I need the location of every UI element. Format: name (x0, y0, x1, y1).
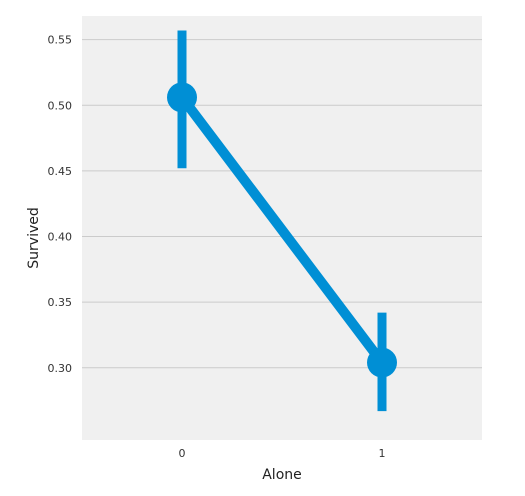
y-axis-label: Survived (26, 207, 42, 268)
y-tick-label: 0.35 (48, 296, 73, 309)
data-point (167, 82, 197, 113)
y-tick-label: 0.45 (48, 165, 73, 178)
y-tick-labels: 0.30 0.35 0.40 0.45 0.50 0.55 (48, 34, 73, 375)
y-tick-label: 0.40 (48, 231, 73, 244)
y-tick-label: 0.55 (48, 34, 73, 47)
y-tick-label: 0.30 (48, 362, 73, 375)
x-tick-label: 0 (179, 447, 186, 460)
x-axis-label: Alone (262, 467, 302, 483)
series-line (177, 92, 387, 368)
y-tick-label: 0.50 (48, 99, 73, 112)
data-points (167, 82, 397, 378)
x-tick-label: 1 (379, 447, 386, 460)
series-lines (177, 92, 387, 368)
data-point (367, 347, 397, 378)
